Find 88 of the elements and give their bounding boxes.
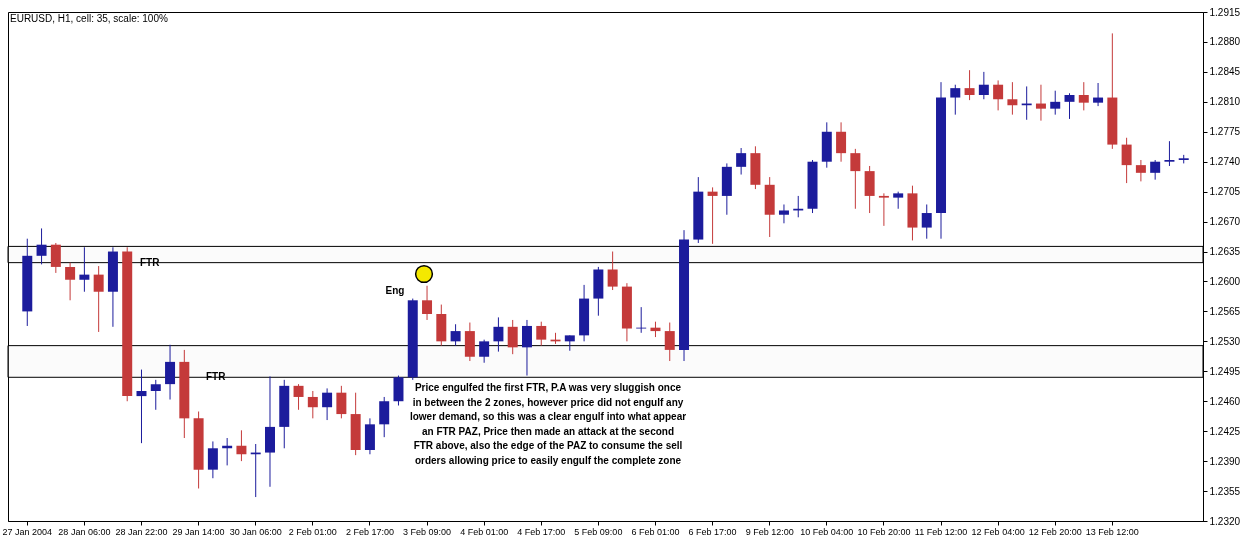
candlestick [93, 265, 104, 333]
candlestick [1093, 82, 1104, 107]
y-tick-label: 1.2915 [1209, 6, 1241, 18]
x-tick-label: 10 Feb 20:00 [857, 526, 911, 537]
y-tick-label: 1.2355 [1209, 485, 1241, 497]
x-tick-label: 2 Feb 01:00 [288, 526, 337, 537]
candlestick [536, 321, 547, 347]
candlestick [778, 203, 789, 224]
x-tick-label: 28 Jan 06:00 [58, 526, 111, 537]
y-tick-label: 1.2880 [1209, 36, 1241, 48]
candlestick [978, 71, 989, 100]
candlestick [422, 285, 433, 321]
chart-title: EURUSD, H1, cell: 35, scale: 100% [10, 13, 168, 24]
x-tick-label: 6 Feb 17:00 [688, 526, 737, 537]
y-tick-label: 1.2635 [1209, 246, 1241, 258]
x-tick-label: 10 Feb 04:00 [800, 526, 854, 537]
x-tick-label: 29 Jan 14:00 [172, 526, 225, 537]
x-tick-label: 6 Feb 01:00 [631, 526, 680, 537]
x-tick-label: 9 Feb 12:00 [745, 526, 794, 537]
y-tick-label: 1.2565 [1209, 305, 1241, 317]
candlestick [836, 121, 847, 163]
candlestick [1164, 140, 1175, 167]
candlestick [1050, 90, 1061, 116]
annotation: Eng [385, 285, 405, 296]
candlestick [878, 192, 889, 227]
candlestick [664, 322, 675, 362]
candlestick [393, 375, 404, 407]
x-tick-label: 4 Feb 17:00 [517, 526, 566, 537]
y-tick-label: 1.2810 [1209, 96, 1241, 108]
y-tick-label: 1.2600 [1209, 275, 1241, 287]
candlestick [921, 203, 932, 240]
candlestick [1035, 84, 1046, 122]
candlestick [521, 319, 532, 377]
y-tick-label: 1.2425 [1209, 425, 1241, 437]
candlestick [336, 385, 347, 419]
x-tick-label: 2 Feb 17:00 [345, 526, 394, 537]
y-tick-label: 1.2845 [1209, 66, 1241, 78]
candlestick [950, 84, 961, 116]
candlestick [65, 262, 76, 301]
candlestick [50, 242, 61, 274]
candlestick [1078, 81, 1089, 111]
annotation: Price engulfed the first FTR, P.A was very sluggish once in between the 2 zones, however price did not engulf any lower demand, so this was a clear engulf into what appear an FTR PAZ, Price then made an attack at the second FTR above, also the edge of the PAZ to consume the sell orders allowing price to easily engulf the complete zone [409, 382, 687, 466]
candlestick [165, 344, 176, 401]
x-tick-label: 30 Jan 06:00 [229, 526, 282, 537]
y-tick-label: 1.2705 [1209, 186, 1241, 198]
candlestick [1121, 137, 1132, 184]
candlestick [293, 383, 304, 411]
candlestick [207, 440, 218, 479]
x-tick-label: 11 Feb 12:00 [914, 526, 968, 537]
candlestick [1007, 81, 1018, 116]
x-tick-label: 13 Feb 12:00 [1085, 526, 1139, 537]
candlestick [707, 186, 718, 245]
candlestick [307, 390, 318, 419]
y-tick-label: 1.2460 [1209, 395, 1241, 407]
x-tick-label: 27 Jan 2004 [2, 526, 53, 537]
candlestick [736, 147, 747, 176]
candlestick [507, 319, 518, 355]
candlestick [1135, 159, 1146, 182]
y-tick-label: 1.2740 [1209, 156, 1241, 168]
candlestick [479, 339, 490, 364]
x-tick-label: 28 Jan 22:00 [115, 526, 168, 537]
y-tick-label: 1.2670 [1209, 216, 1241, 228]
x-tick-label: 3 Feb 09:00 [403, 526, 452, 537]
candlestick [964, 69, 975, 101]
y-tick-label: 1.2530 [1209, 335, 1241, 347]
candlestick [36, 227, 47, 265]
y-tick-label: 1.2775 [1209, 126, 1241, 138]
y-tick-label: 1.2320 [1209, 515, 1241, 527]
candlestick [322, 387, 333, 421]
candlestick [850, 148, 861, 210]
candlestick [493, 316, 504, 353]
y-tick-label: 1.2390 [1209, 455, 1241, 467]
candlestick [607, 251, 618, 291]
x-tick-label: 4 Feb 01:00 [460, 526, 509, 537]
x-tick-label: 12 Feb 20:00 [1028, 526, 1082, 537]
candlestick [136, 369, 147, 444]
candlestick [450, 323, 461, 347]
candlestick [236, 429, 247, 462]
candlestick [993, 79, 1004, 111]
x-tick-label: 12 Feb 04:00 [971, 526, 1025, 537]
candlestick [79, 246, 90, 293]
candlestick [636, 306, 647, 334]
candlestick [379, 396, 390, 438]
candlestick [1150, 159, 1161, 181]
x-tick-label: 5 Feb 09:00 [574, 526, 623, 537]
y-tick-label: 1.2495 [1209, 365, 1241, 377]
candlestick [150, 379, 161, 411]
candlestick [1064, 92, 1075, 120]
